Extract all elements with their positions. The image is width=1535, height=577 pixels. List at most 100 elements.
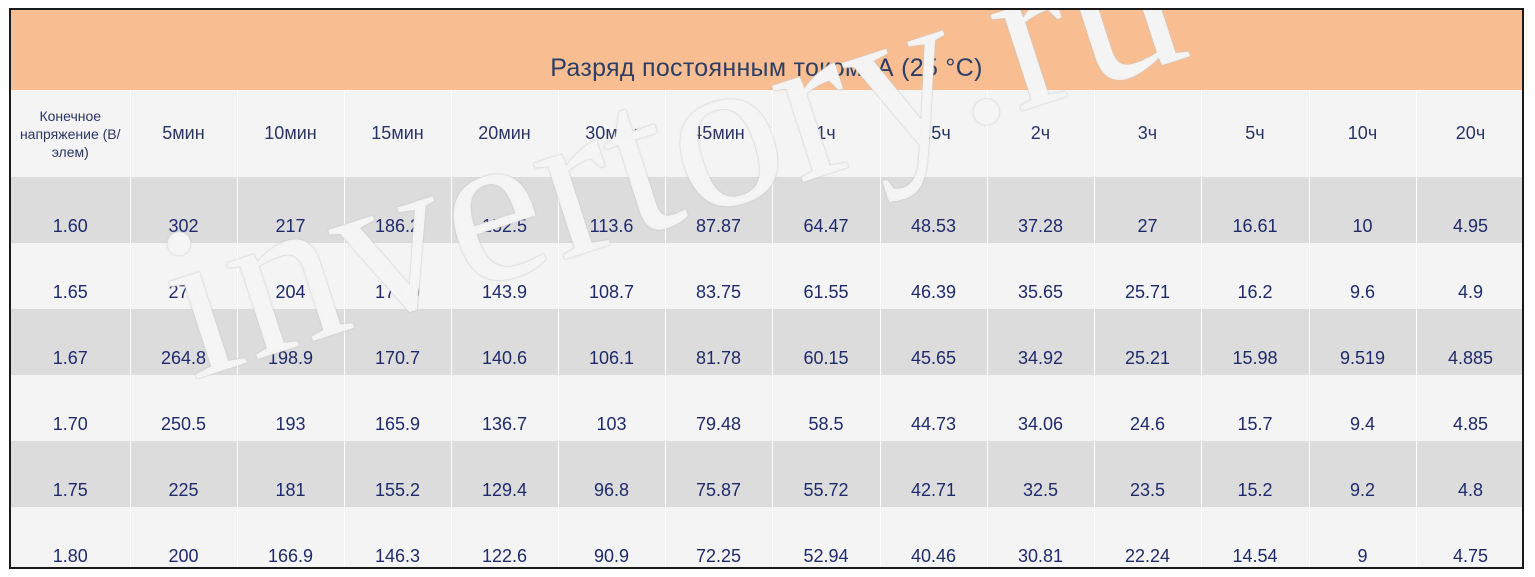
value-cell: 155.2 [344,441,452,507]
header-col: 45мин [665,90,773,177]
value-cell: 200 [130,507,238,567]
value-cell: 170.7 [344,309,452,375]
header-col: 10мин [237,90,345,177]
value-cell: 22.24 [1094,507,1202,567]
value-cell: 146.3 [344,507,452,567]
voltage-cell: 1.70 [11,375,131,441]
value-cell: 106.1 [558,309,666,375]
table-row: 1.65 278 204 174.9 143.9 108.7 83.75 61.55 46.39… [11,243,1522,309]
value-cell: 140.6 [451,309,559,375]
value-cell: 4.85 [1416,375,1522,441]
header-voltage: Конечное напряжение (В/элем) [11,90,131,177]
value-cell: 143.9 [451,243,559,309]
table-body: 1.60 302 217 186.2 152.5 113.6 87.87 64.47 48.53… [11,177,1522,567]
voltage-cell: 1.80 [11,507,131,567]
value-cell: 113.6 [558,177,666,243]
value-cell: 87.87 [665,177,773,243]
voltage-cell: 1.67 [11,309,131,375]
value-cell: 217 [237,177,345,243]
value-cell: 61.55 [772,243,881,309]
value-cell: 16.61 [1201,177,1310,243]
value-cell: 16.2 [1201,243,1310,309]
title-bar: Разряд постоянным током: А (25 °C) [11,10,1522,90]
value-cell: 108.7 [558,243,666,309]
header-row: Конечное напряжение (В/элем) 5мин 10мин … [11,90,1522,177]
value-cell: 24.6 [1094,375,1202,441]
value-cell: 34.92 [987,309,1095,375]
table-row: 1.80 200 166.9 146.3 122.6 90.9 72.25 52.94 40.4… [11,507,1522,567]
header-col: 3ч [1094,90,1202,177]
value-cell: 225 [130,441,238,507]
value-cell: 4.95 [1416,177,1522,243]
value-cell: 46.39 [880,243,988,309]
value-cell: 9 [1309,507,1417,567]
value-cell: 250.5 [130,375,238,441]
value-cell: 79.48 [665,375,773,441]
discharge-table-frame: Разряд постоянным током: А (25 °C) Конеч… [9,8,1524,569]
value-cell: 9.519 [1309,309,1417,375]
value-cell: 15.98 [1201,309,1310,375]
value-cell: 34.06 [987,375,1095,441]
value-cell: 103 [558,375,666,441]
header-col: 20мин [451,90,559,177]
value-cell: 42.71 [880,441,988,507]
header-col: 5мин [130,90,238,177]
value-cell: 90.9 [558,507,666,567]
header-col: 30мин [558,90,666,177]
value-cell: 4.9 [1416,243,1522,309]
header-col: 2ч [987,90,1095,177]
value-cell: 152.5 [451,177,559,243]
voltage-cell: 1.75 [11,441,131,507]
value-cell: 9.4 [1309,375,1417,441]
header-col: 5ч [1201,90,1310,177]
value-cell: 204 [237,243,345,309]
value-cell: 35.65 [987,243,1095,309]
value-cell: 4.885 [1416,309,1522,375]
table-row: 1.75 225 181 155.2 129.4 96.8 75.87 55.72 42.71 3… [11,441,1522,507]
value-cell: 15.7 [1201,375,1310,441]
value-cell: 25.71 [1094,243,1202,309]
value-cell: 302 [130,177,238,243]
value-cell: 52.94 [772,507,881,567]
value-cell: 122.6 [451,507,559,567]
value-cell: 193 [237,375,345,441]
table-title: Разряд постоянным током: А (25 °C) [550,54,983,82]
value-cell: 64.47 [772,177,881,243]
value-cell: 45.65 [880,309,988,375]
value-cell: 75.87 [665,441,773,507]
value-cell: 32.5 [987,441,1095,507]
value-cell: 30.81 [987,507,1095,567]
value-cell: 55.72 [772,441,881,507]
value-cell: 4.75 [1416,507,1522,567]
header-col: 10ч [1309,90,1417,177]
value-cell: 4.8 [1416,441,1522,507]
value-cell: 165.9 [344,375,452,441]
voltage-cell: 1.60 [11,177,131,243]
value-cell: 14.54 [1201,507,1310,567]
header-col: 1ч [772,90,881,177]
value-cell: 174.9 [344,243,452,309]
value-cell: 23.5 [1094,441,1202,507]
value-cell: 264.8 [130,309,238,375]
value-cell: 48.53 [880,177,988,243]
voltage-cell: 1.65 [11,243,131,309]
value-cell: 198.9 [237,309,345,375]
value-cell: 25.21 [1094,309,1202,375]
value-cell: 9.6 [1309,243,1417,309]
value-cell: 9.2 [1309,441,1417,507]
header-col: 20ч [1416,90,1522,177]
table-row: 1.67 264.8 198.9 170.7 140.6 106.1 81.78 60.15 4… [11,309,1522,375]
header-col: 1.5ч [880,90,988,177]
value-cell: 40.46 [880,507,988,567]
value-cell: 58.5 [772,375,881,441]
value-cell: 83.75 [665,243,773,309]
value-cell: 81.78 [665,309,773,375]
table-row: 1.70 250.5 193 165.9 136.7 103 79.48 58.5 44.73 3… [11,375,1522,441]
value-cell: 278 [130,243,238,309]
value-cell: 186.2 [344,177,452,243]
value-cell: 10 [1309,177,1417,243]
value-cell: 15.2 [1201,441,1310,507]
value-cell: 37.28 [987,177,1095,243]
value-cell: 72.25 [665,507,773,567]
header-col: 15мин [344,90,452,177]
